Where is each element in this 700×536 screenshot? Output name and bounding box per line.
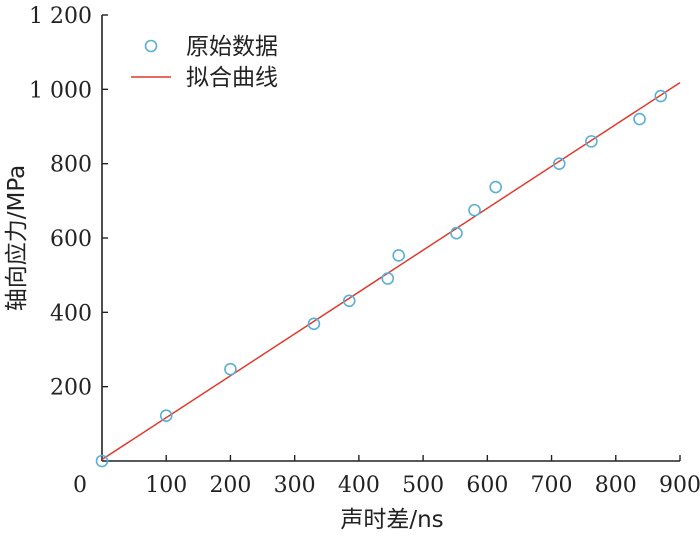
y-tick-label: 1 200 bbox=[29, 4, 92, 29]
data-point bbox=[342, 294, 356, 308]
data-point bbox=[633, 112, 646, 126]
data-point bbox=[392, 249, 406, 262]
y-tick-label: 200 bbox=[50, 376, 92, 401]
data-point bbox=[654, 89, 668, 103]
y-axis-title: 轴向应力/MPa bbox=[4, 165, 30, 312]
data-point bbox=[224, 362, 237, 376]
legend-marker-scatter bbox=[144, 39, 158, 53]
y-tick-label: 600 bbox=[50, 227, 92, 252]
data-point bbox=[307, 317, 321, 331]
x-tick-label: 800 bbox=[595, 473, 637, 498]
series bbox=[95, 82, 681, 468]
ticks: 0 100 200 300 400 500 600 700 800 900 200 400 600 800… bbox=[29, 4, 700, 498]
data-point bbox=[468, 203, 481, 217]
data-point bbox=[381, 272, 395, 285]
x-tick-label: 300 bbox=[274, 473, 316, 498]
x-axis-title: 声时差/ns bbox=[340, 507, 443, 533]
legend-label: 拟合曲线 bbox=[186, 65, 278, 91]
x-tick-label: 400 bbox=[338, 473, 380, 498]
data-point bbox=[95, 454, 109, 468]
x-tick-label: 900 bbox=[659, 473, 700, 498]
x-tick-label: 0 bbox=[73, 473, 87, 498]
x-tick-label: 200 bbox=[209, 473, 251, 498]
data-point bbox=[450, 226, 463, 240]
data-point bbox=[489, 180, 502, 194]
data-point bbox=[159, 409, 173, 422]
y-tick-label: 1 000 bbox=[29, 78, 92, 103]
x-tick-label: 500 bbox=[402, 473, 444, 498]
data-point bbox=[585, 135, 598, 148]
x-tick-label: 600 bbox=[466, 473, 508, 498]
legend-label: 原始数据 bbox=[186, 34, 278, 60]
x-tick-label: 100 bbox=[145, 473, 187, 498]
data-point bbox=[552, 157, 566, 170]
fit-line bbox=[101, 82, 681, 461]
y-tick-label: 400 bbox=[50, 301, 92, 326]
x-tick-label: 700 bbox=[531, 473, 573, 498]
y-tick-label: 800 bbox=[50, 153, 92, 178]
